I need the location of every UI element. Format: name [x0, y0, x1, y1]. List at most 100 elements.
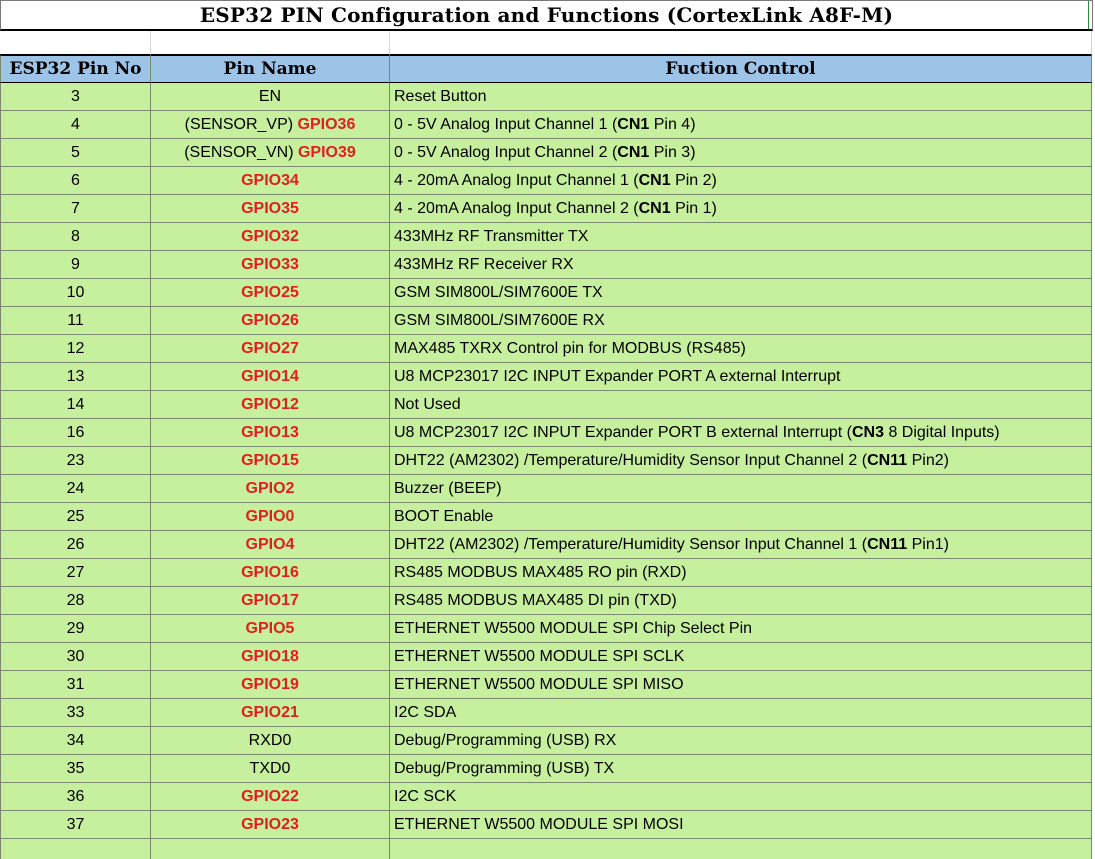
function-cell[interactable]: ETHERNET W5500 MODULE SPI MISO	[390, 671, 1092, 699]
pin-no-cell[interactable]: 4	[0, 111, 151, 139]
gpio-label: GPIO33	[241, 256, 299, 273]
gpio-label: GPIO19	[241, 676, 299, 693]
function-cell[interactable]: Reset Button	[390, 83, 1092, 111]
title-cell[interactable]: ESP32 PIN Configuration and Functions (C…	[0, 0, 1093, 31]
pin-name-cell[interactable]: EN	[151, 83, 390, 111]
empty-cell[interactable]	[0, 839, 151, 859]
function-cell[interactable]: BOOT Enable	[390, 503, 1092, 531]
function-cell[interactable]: RS485 MODBUS MAX485 DI pin (TXD)	[390, 587, 1092, 615]
pin-name-cell[interactable]: GPIO17	[151, 587, 390, 615]
function-cell[interactable]: DHT22 (AM2302) /Temperature/Humidity Sen…	[390, 447, 1092, 475]
function-cell[interactable]: MAX485 TXRX Control pin for MODBUS (RS48…	[390, 335, 1092, 363]
pin-name-cell[interactable]: GPIO4	[151, 531, 390, 559]
cell-text: RXD0	[248, 732, 292, 749]
function-cell[interactable]: Buzzer (BEEP)	[390, 475, 1092, 503]
empty-cell[interactable]	[390, 839, 1092, 859]
pin-no-cell[interactable]: 29	[0, 615, 151, 643]
pin-name-cell[interactable]: TXD0	[151, 755, 390, 783]
pin-name-cell[interactable]: GPIO12	[151, 391, 390, 419]
function-cell[interactable]: DHT22 (AM2302) /Temperature/Humidity Sen…	[390, 531, 1092, 559]
function-cell[interactable]: I2C SCK	[390, 783, 1092, 811]
function-cell[interactable]: RS485 MODBUS MAX485 RO pin (RXD)	[390, 559, 1092, 587]
function-cell[interactable]: I2C SDA	[390, 699, 1092, 727]
pin-name-cell[interactable]: GPIO19	[151, 671, 390, 699]
pin-no-cell[interactable]: 6	[0, 167, 151, 195]
function-cell[interactable]: 4 - 20mA Analog Input Channel 1 (CN1 Pin…	[390, 167, 1092, 195]
pin-no-cell[interactable]: 11	[0, 307, 151, 335]
function-cell[interactable]: GSM SIM800L/SIM7600E RX	[390, 307, 1092, 335]
pin-no-cell[interactable]: 7	[0, 195, 151, 223]
pin-no-cell[interactable]: 36	[0, 783, 151, 811]
pin-no-cell[interactable]: 23	[0, 447, 151, 475]
pin-name-cell[interactable]: GPIO18	[151, 643, 390, 671]
pin-name-cell[interactable]: GPIO35	[151, 195, 390, 223]
function-cell[interactable]: 0 - 5V Analog Input Channel 1 (CN1 Pin 4…	[390, 111, 1092, 139]
pin-no-cell[interactable]: 13	[0, 363, 151, 391]
pin-name-cell[interactable]: GPIO14	[151, 363, 390, 391]
pin-name-cell[interactable]: GPIO34	[151, 167, 390, 195]
cell-text: EN	[258, 88, 282, 105]
function-cell[interactable]: 433MHz RF Transmitter TX	[390, 223, 1092, 251]
pin-no-cell[interactable]: 3	[0, 83, 151, 111]
pin-name-cell[interactable]: (SENSOR_VP) GPIO36	[151, 111, 390, 139]
pin-name-cell[interactable]: GPIO32	[151, 223, 390, 251]
cell-text: MAX485 TXRX Control pin for MODBUS (RS48…	[394, 340, 746, 357]
pin-name-cell[interactable]: GPIO21	[151, 699, 390, 727]
header-function[interactable]: Fuction Control	[390, 55, 1092, 83]
pin-no-cell[interactable]: 26	[0, 531, 151, 559]
function-cell[interactable]: 0 - 5V Analog Input Channel 2 (CN1 Pin 3…	[390, 139, 1092, 167]
header-pin-no[interactable]: ESP32 Pin No	[0, 55, 151, 83]
header-pin-name[interactable]: Pin Name	[151, 55, 390, 83]
function-cell[interactable]: ETHERNET W5500 MODULE SPI SCLK	[390, 643, 1092, 671]
pin-no-cell[interactable]: 34	[0, 727, 151, 755]
function-cell[interactable]: Not Used	[390, 391, 1092, 419]
function-cell[interactable]: 433MHz RF Receiver RX	[390, 251, 1092, 279]
function-cell[interactable]: U8 MCP23017 I2C INPUT Expander PORT A ex…	[390, 363, 1092, 391]
cell-text: Debug/Programming (USB) TX	[394, 760, 615, 777]
pin-name-cell[interactable]: GPIO5	[151, 615, 390, 643]
function-cell[interactable]: U8 MCP23017 I2C INPUT Expander PORT B ex…	[390, 419, 1092, 447]
pin-no-cell[interactable]: 9	[0, 251, 151, 279]
function-cell[interactable]: 4 - 20mA Analog Input Channel 2 (CN1 Pin…	[390, 195, 1092, 223]
function-cell[interactable]: ETHERNET W5500 MODULE SPI MOSI	[390, 811, 1092, 839]
pin-no-cell[interactable]: 33	[0, 699, 151, 727]
pin-no-cell[interactable]: 35	[0, 755, 151, 783]
pin-name-cell[interactable]: GPIO2	[151, 475, 390, 503]
pin-name-cell[interactable]: GPIO16	[151, 559, 390, 587]
function-cell[interactable]: Debug/Programming (USB) TX	[390, 755, 1092, 783]
function-cell[interactable]: Debug/Programming (USB) RX	[390, 727, 1092, 755]
pin-name-cell[interactable]: GPIO0	[151, 503, 390, 531]
pin-no-cell[interactable]: 14	[0, 391, 151, 419]
pin-name-cell[interactable]: GPIO26	[151, 307, 390, 335]
pin-name-cell[interactable]: GPIO13	[151, 419, 390, 447]
empty-cell[interactable]	[151, 839, 390, 859]
pin-no-cell[interactable]: 8	[0, 223, 151, 251]
pin-no-cell[interactable]: 16	[0, 419, 151, 447]
pin-no-cell[interactable]: 27	[0, 559, 151, 587]
function-cell[interactable]: ETHERNET W5500 MODULE SPI Chip Select Pi…	[390, 615, 1092, 643]
pin-name-cell[interactable]: GPIO23	[151, 811, 390, 839]
pin-no-cell[interactable]: 5	[0, 139, 151, 167]
pin-no-cell[interactable]: 10	[0, 279, 151, 307]
pin-no-cell[interactable]: 28	[0, 587, 151, 615]
pin-no-cell[interactable]: 30	[0, 643, 151, 671]
cell-text: ETHERNET W5500 MODULE SPI MISO	[394, 676, 684, 693]
pin-name-cell[interactable]: GPIO33	[151, 251, 390, 279]
pin-no-cell[interactable]: 31	[0, 671, 151, 699]
pin-name-cell[interactable]: RXD0	[151, 727, 390, 755]
pin-no-cell[interactable]: 37	[0, 811, 151, 839]
gpio-label: GPIO2	[245, 480, 295, 497]
pin-no-cell[interactable]: 12	[0, 335, 151, 363]
pin-name-cell[interactable]: GPIO25	[151, 279, 390, 307]
pin-name-cell[interactable]: GPIO15	[151, 447, 390, 475]
blank-cell[interactable]	[151, 31, 390, 55]
pin-name-cell[interactable]: GPIO22	[151, 783, 390, 811]
cell-text: ETHERNET W5500 MODULE SPI Chip Select Pi…	[394, 620, 753, 637]
function-cell[interactable]: GSM SIM800L/SIM7600E TX	[390, 279, 1092, 307]
pin-name-cell[interactable]: GPIO27	[151, 335, 390, 363]
blank-cell[interactable]	[0, 31, 151, 55]
blank-cell[interactable]	[390, 31, 1092, 55]
pin-no-cell[interactable]: 24	[0, 475, 151, 503]
pin-no-cell[interactable]: 25	[0, 503, 151, 531]
pin-name-cell[interactable]: (SENSOR_VN) GPIO39	[151, 139, 390, 167]
